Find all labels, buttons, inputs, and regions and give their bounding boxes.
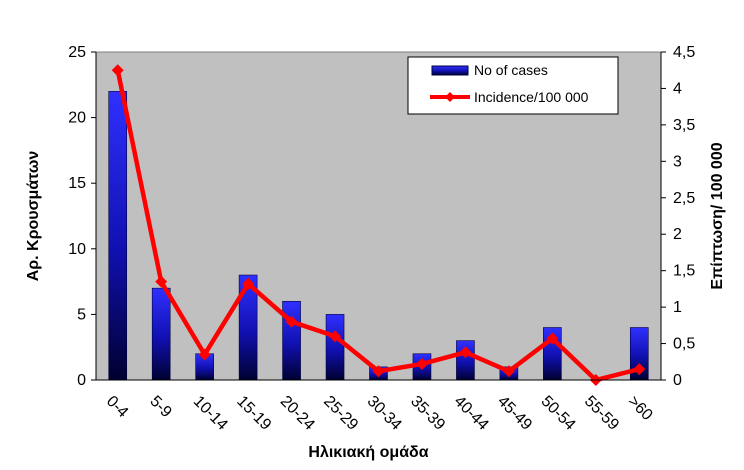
bar-5-9: [151, 287, 171, 381]
x-tick-label: 15-19: [233, 393, 274, 434]
y2-axis-title: Επίπτωση/ 100 000: [709, 142, 726, 289]
bar-25-29: [325, 314, 345, 381]
x-axis-title: Ηλικιακή ομάδα: [308, 444, 428, 461]
y-tick-label: 10: [68, 241, 86, 258]
y-tick-label: 0: [77, 372, 86, 389]
legend-swatch-marker: [445, 92, 455, 102]
legend-swatch-bars: [431, 65, 469, 76]
legend: No of cases Incidence/100 000: [407, 56, 619, 115]
y2-tick-label: 2: [673, 226, 682, 243]
x-tick-label: 10-14: [190, 393, 231, 434]
x-axis: 0-4 5-9 10-14 15-19 20-24 25-29 30-34 35-39 40-4…: [96, 379, 661, 434]
y2-tick-label: 0,5: [673, 336, 695, 353]
x-tick-label: >60: [624, 393, 655, 424]
incidence-point-15-19: [242, 277, 255, 290]
right-y-axis: 0 0,5 1 1,5 2 2,5 3 3,5 4 4,5: [660, 44, 695, 389]
legend-label-cases: No of cases: [474, 62, 548, 78]
x-tick-label: 45-49: [494, 393, 535, 434]
y2-tick-label: 3: [673, 153, 682, 170]
y-axis-title: Αρ. Κρουσμάτων: [25, 151, 42, 282]
y-tick-label: 20: [68, 110, 86, 127]
x-tick-label: 40-44: [451, 393, 492, 434]
incidence-point-25-29: [329, 330, 342, 343]
legend-label-incidence: Incidence/100 000: [474, 89, 589, 105]
x-tick-label: 25-29: [320, 393, 361, 434]
x-tick-label: 35-39: [407, 393, 448, 434]
y-tick-label: 25: [68, 44, 86, 61]
bar-0-4: [108, 91, 128, 381]
incidence-point-10-14: [198, 348, 211, 361]
y2-tick-label: 2,5: [673, 190, 695, 207]
y-tick-label: 15: [68, 175, 86, 192]
bar-20-24: [282, 300, 301, 381]
y2-tick-label: 0: [673, 372, 682, 389]
incidence-point-40-44: [459, 346, 472, 359]
incidence-point-5-9: [155, 275, 168, 288]
incidence-point-35-39: [415, 357, 428, 370]
line-series: [111, 64, 646, 386]
x-tick-label: 50-54: [538, 393, 579, 434]
y2-tick-label: 1,5: [673, 263, 695, 280]
x-tick-label: 20-24: [277, 393, 318, 434]
incidence-point-0-4: [111, 64, 124, 77]
y2-tick-label: 3,5: [673, 117, 695, 134]
incidence-point->60: [633, 363, 646, 376]
x-tick-label: 30-34: [364, 393, 405, 434]
x-tick-label: 0-4: [103, 393, 131, 421]
incidence-point-45-49: [502, 365, 515, 378]
y2-tick-label: 4,5: [673, 44, 695, 61]
incidence-point-30-34: [372, 365, 385, 378]
left-y-axis: 0 5 10 15 20 25: [68, 44, 97, 389]
incidence-point-20-24: [285, 315, 298, 328]
y-tick-label: 5: [77, 306, 86, 323]
x-tick-label: 55-59: [581, 393, 622, 434]
incidence-point-50-54: [546, 332, 559, 345]
y2-tick-label: 4: [673, 80, 682, 97]
x-tick-label: 5-9: [146, 393, 174, 421]
y2-tick-label: 1: [673, 299, 682, 316]
